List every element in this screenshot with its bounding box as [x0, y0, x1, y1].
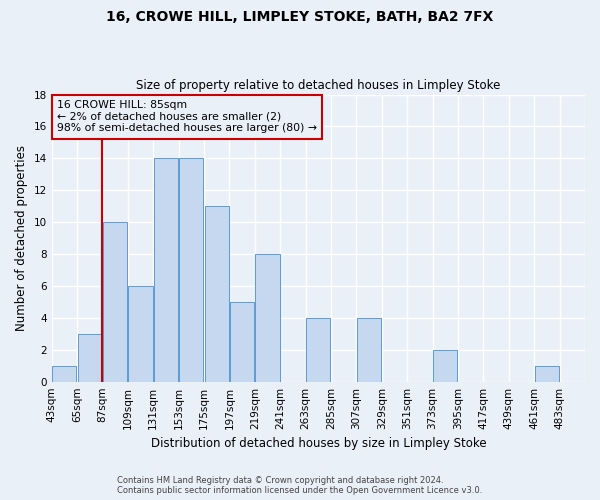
- Bar: [128, 286, 152, 382]
- Bar: [77, 334, 102, 382]
- Text: 16, CROWE HILL, LIMPLEY STOKE, BATH, BA2 7FX: 16, CROWE HILL, LIMPLEY STOKE, BATH, BA2…: [106, 10, 494, 24]
- Bar: [154, 158, 178, 382]
- Bar: [535, 366, 559, 382]
- Text: 16 CROWE HILL: 85sqm
← 2% of detached houses are smaller (2)
98% of semi-detache: 16 CROWE HILL: 85sqm ← 2% of detached ho…: [57, 100, 317, 134]
- Bar: [205, 206, 229, 382]
- Bar: [179, 158, 203, 382]
- Bar: [357, 318, 381, 382]
- Bar: [306, 318, 331, 382]
- Bar: [103, 222, 127, 382]
- Bar: [230, 302, 254, 382]
- Y-axis label: Number of detached properties: Number of detached properties: [15, 145, 28, 331]
- X-axis label: Distribution of detached houses by size in Limpley Stoke: Distribution of detached houses by size …: [151, 437, 486, 450]
- Bar: [256, 254, 280, 382]
- Bar: [52, 366, 76, 382]
- Title: Size of property relative to detached houses in Limpley Stoke: Size of property relative to detached ho…: [136, 79, 500, 92]
- Bar: [433, 350, 457, 382]
- Text: Contains HM Land Registry data © Crown copyright and database right 2024.
Contai: Contains HM Land Registry data © Crown c…: [118, 476, 482, 495]
